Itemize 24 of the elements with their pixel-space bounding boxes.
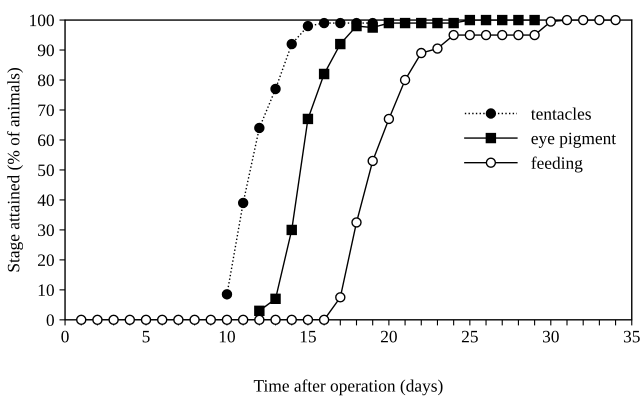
x-tick-label: 5 [142,330,150,342]
y-tick-label: 10 [38,284,54,296]
legend-label: feeding [531,156,583,172]
y-tick-label: 0 [46,314,54,326]
x-tick-label: 30 [542,330,559,342]
y-tick-label: 60 [38,134,54,146]
x-tick-label: 35 [624,330,640,342]
y-tick-label: 80 [38,74,54,86]
y-tick-label: 100 [30,14,54,26]
y-tick-label: 30 [38,224,54,236]
legend-label: tentacles [530,108,591,120]
y-tick-label: 50 [38,164,54,176]
y-tick-label: 20 [38,254,54,266]
y-axis-title: Stage attained (% of animals) [7,68,24,272]
y-tick-label: 90 [38,44,54,56]
legend-label: eye pigment [531,132,616,148]
x-tick-label: 15 [300,330,316,342]
x-axis-title: Time after operation (days) [254,379,443,396]
y-tick-label: 40 [38,194,54,206]
x-tick-label: 0 [61,330,69,342]
x-tick-label: 20 [380,330,397,342]
x-tick-label: 25 [462,330,478,342]
y-tick-label: 70 [38,104,54,116]
x-tick-label: 10 [220,330,235,342]
